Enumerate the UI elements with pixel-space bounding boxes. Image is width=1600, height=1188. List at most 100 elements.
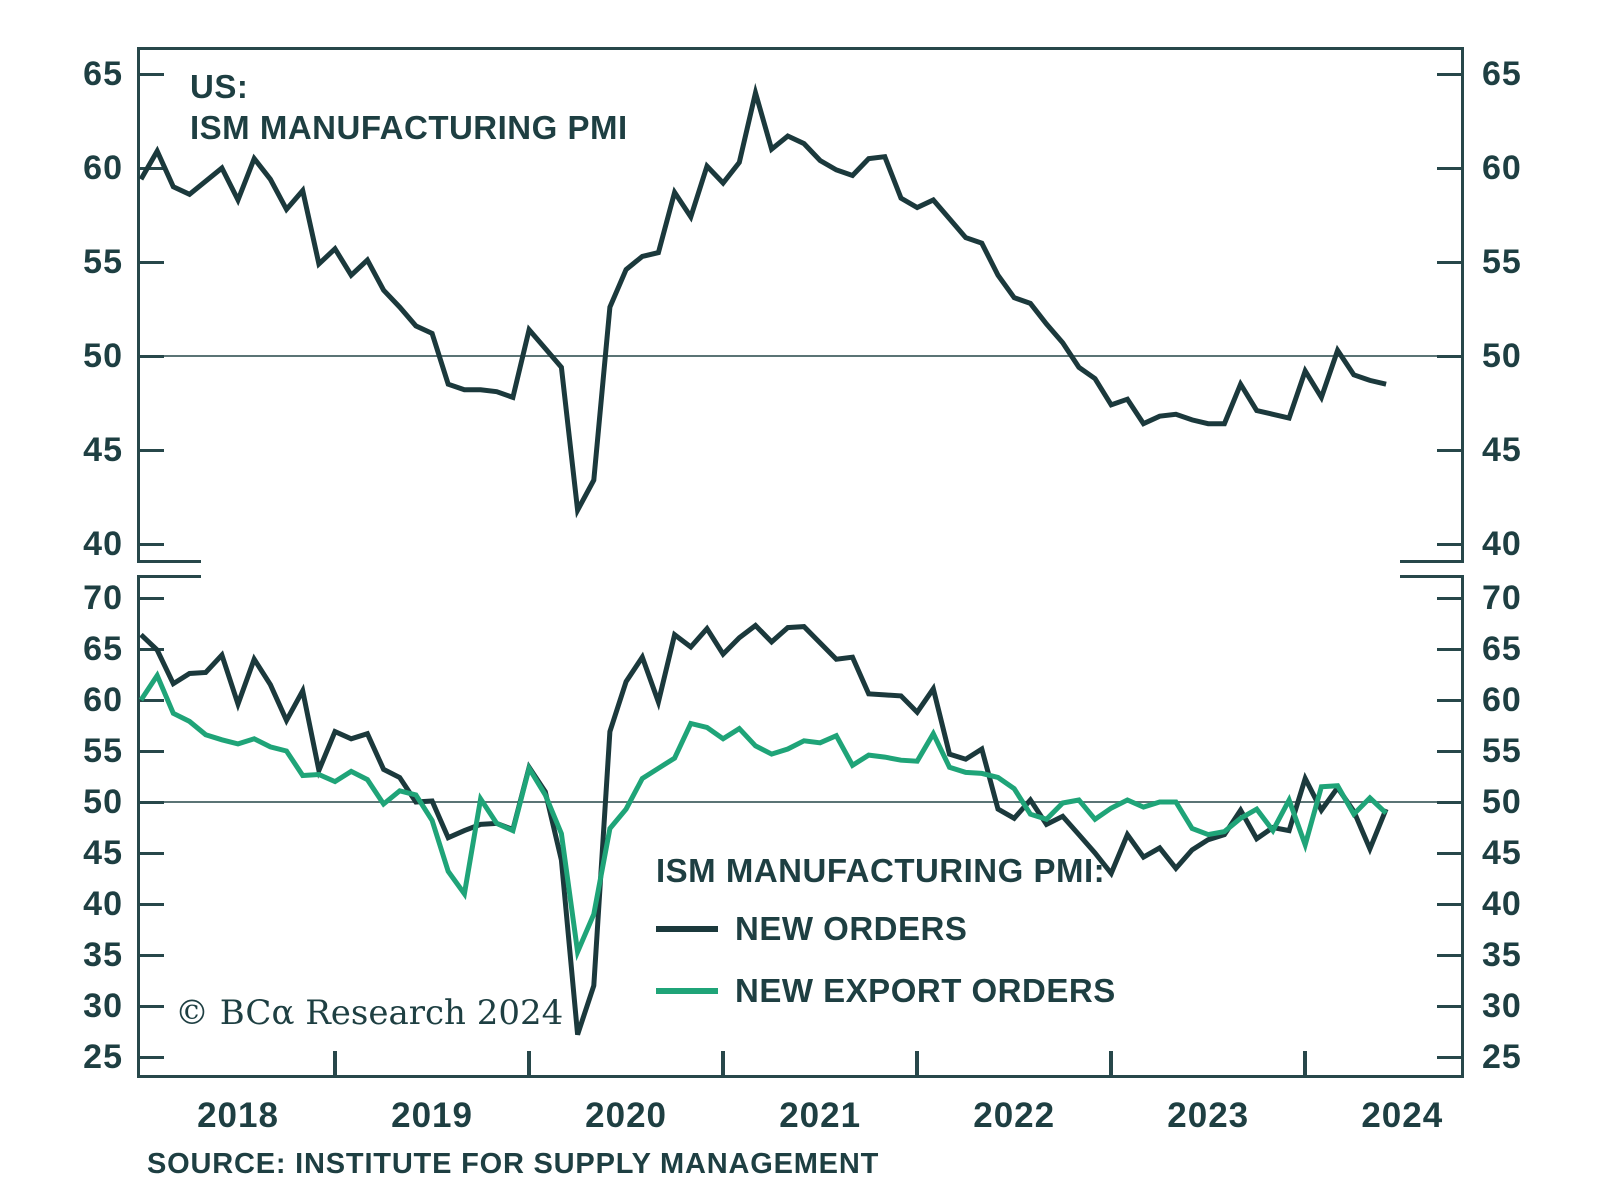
pmi-y-tick-right-40 <box>1437 542 1464 546</box>
pmi-y-tick-right-55 <box>1437 260 1464 264</box>
new-export-orders-line-swatch <box>656 988 718 994</box>
legend: ISM MANUFACTURING PMI: NEW ORDERS NEW EX… <box>656 852 1116 1014</box>
orders-y-tick-right-30 <box>1437 1004 1464 1008</box>
pmi-y-axis-label-right: 45 <box>1482 431 1522 469</box>
x-tick-2019 <box>333 1051 338 1077</box>
orders-y-axis-label-left: 50 <box>83 783 123 821</box>
orders-reference-line-50 <box>137 801 1464 803</box>
orders-y-axis-label-right: 40 <box>1482 885 1522 923</box>
bottom-panel-top-stub-right <box>1400 575 1464 578</box>
pmi-y-axis-label-left: 45 <box>83 431 123 469</box>
legend-item-new-orders: NEW ORDERS <box>656 906 1116 952</box>
orders-y-tick-right-45 <box>1437 851 1464 855</box>
pmi-y-axis-label-right: 65 <box>1482 55 1522 93</box>
orders-y-tick-left-30 <box>137 1004 164 1008</box>
orders-y-axis-label-left: 35 <box>83 936 123 974</box>
orders-y-tick-left-50 <box>137 800 164 804</box>
orders-y-axis-label-left: 45 <box>83 834 123 872</box>
pmi-y-axis-label-left: 60 <box>83 149 123 187</box>
x-year-label-2024: 2024 <box>1361 1096 1444 1135</box>
pmi-y-tick-left-50 <box>137 354 164 358</box>
orders-y-tick-right-55 <box>1437 749 1464 753</box>
pmi-y-tick-left-40 <box>137 542 164 546</box>
orders-y-axis-label-left: 60 <box>83 681 123 719</box>
pmi-y-axis-label-right: 60 <box>1482 149 1522 187</box>
orders-y-tick-right-35 <box>1437 953 1464 957</box>
x-year-label-2023: 2023 <box>1167 1096 1250 1135</box>
pmi-y-axis-label-left: 65 <box>83 55 123 93</box>
orders-y-axis-label-left: 55 <box>83 732 123 770</box>
orders-y-tick-right-70 <box>1437 596 1464 600</box>
orders-y-tick-left-60 <box>137 698 164 702</box>
source-note: SOURCE: INSTITUTE FOR SUPPLY MANAGEMENT <box>147 1148 880 1180</box>
orders-y-axis-label-right: 65 <box>1482 630 1522 668</box>
chart-title-line2: ISM MANUFACTURING PMI <box>190 109 628 146</box>
orders-y-axis-label-right: 35 <box>1482 936 1522 974</box>
orders-y-tick-right-50 <box>1437 800 1464 804</box>
pmi-y-axis-label-left: 40 <box>83 525 123 563</box>
pmi-y-axis-label-left: 50 <box>83 337 123 375</box>
orders-y-tick-right-60 <box>1437 698 1464 702</box>
orders-y-tick-right-40 <box>1437 902 1464 906</box>
orders-y-tick-left-25 <box>137 1055 164 1059</box>
pmi-series-ism-manufacturing-pmi <box>138 82 1387 519</box>
orders-y-axis-label-left: 30 <box>83 987 123 1025</box>
orders-y-axis-label-right: 45 <box>1482 834 1522 872</box>
legend-label-new-orders: NEW ORDERS <box>735 910 968 947</box>
chart-title: US: ISM MANUFACTURING PMI <box>190 66 628 148</box>
x-year-label-2021: 2021 <box>779 1096 862 1135</box>
x-year-label-2020: 2020 <box>585 1096 668 1135</box>
orders-y-tick-left-65 <box>137 647 164 651</box>
orders-y-axis-label-right: 55 <box>1482 732 1522 770</box>
pmi-y-tick-right-65 <box>1437 72 1464 76</box>
pmi-y-tick-left-55 <box>137 260 164 264</box>
orders-y-axis-label-right: 60 <box>1482 681 1522 719</box>
orders-y-tick-left-45 <box>137 851 164 855</box>
new-orders-line-swatch <box>656 926 718 932</box>
pmi-y-tick-left-45 <box>137 448 164 452</box>
orders-y-tick-right-65 <box>1437 647 1464 651</box>
top-panel-bottom-stub-left <box>137 560 201 563</box>
pmi-y-tick-left-60 <box>137 166 164 170</box>
legend-label-new-export-orders: NEW EXPORT ORDERS <box>735 972 1116 1009</box>
legend-header: ISM MANUFACTURING PMI: <box>656 852 1106 889</box>
orders-y-axis-label-right: 70 <box>1482 579 1522 617</box>
pmi-y-axis-label-right: 40 <box>1482 525 1522 563</box>
top-panel-frame <box>137 47 1464 563</box>
orders-y-axis-label-right: 50 <box>1482 783 1522 821</box>
orders-y-axis-label-right: 30 <box>1482 987 1522 1025</box>
pmi-y-tick-right-60 <box>1437 166 1464 170</box>
x-year-label-2022: 2022 <box>973 1096 1056 1135</box>
orders-y-tick-right-25 <box>1437 1055 1464 1059</box>
orders-y-axis-label-left: 65 <box>83 630 123 668</box>
pmi-reference-line-50 <box>137 355 1464 357</box>
orders-y-tick-left-55 <box>137 749 164 753</box>
orders-y-axis-label-left: 25 <box>83 1038 123 1076</box>
orders-y-tick-left-40 <box>137 902 164 906</box>
pmi-y-axis-label-right: 50 <box>1482 337 1522 375</box>
x-tick-2024 <box>1303 1051 1308 1077</box>
pmi-y-tick-right-50 <box>1437 354 1464 358</box>
pmi-y-axis-label-left: 55 <box>83 243 123 281</box>
orders-y-tick-left-70 <box>137 596 164 600</box>
pmi-y-axis-label-right: 55 <box>1482 243 1522 281</box>
bottom-panel-frame <box>137 575 1464 1078</box>
x-tick-2021 <box>721 1051 726 1077</box>
orders-y-axis-label-right: 25 <box>1482 1038 1522 1076</box>
x-tick-2022 <box>915 1051 920 1077</box>
copyright-note: © BCα Research 2024 <box>175 993 564 1033</box>
pmi-y-tick-left-65 <box>137 72 164 76</box>
pmi-y-tick-right-45 <box>1437 448 1464 452</box>
legend-item-new-export-orders: NEW EXPORT ORDERS <box>656 968 1116 1014</box>
orders-y-tick-left-35 <box>137 953 164 957</box>
orders-y-axis-label-left: 40 <box>83 885 123 923</box>
x-tick-2023 <box>1109 1051 1114 1077</box>
x-tick-2020 <box>527 1051 532 1077</box>
x-year-label-2018: 2018 <box>197 1096 279 1135</box>
x-year-label-2019: 2019 <box>391 1096 473 1135</box>
orders-series-new-orders <box>139 622 1389 1036</box>
top-panel-bottom-stub-right <box>1400 560 1464 563</box>
orders-series-new-export-orders <box>138 670 1388 962</box>
